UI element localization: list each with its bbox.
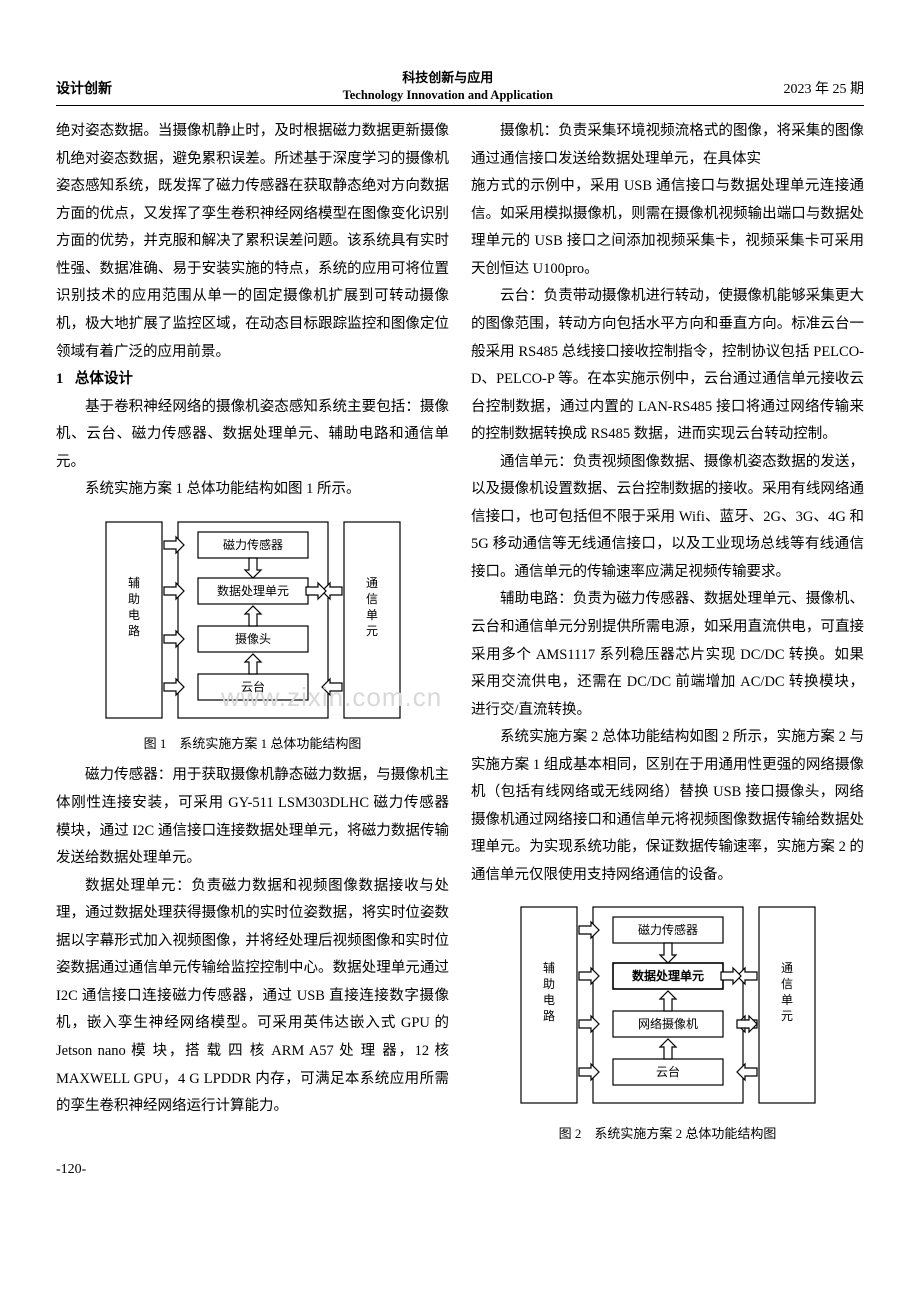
svg-text:磁力传感器: 磁力传感器 bbox=[222, 537, 282, 552]
section-heading: 1 总体设计 bbox=[56, 366, 449, 394]
svg-text:云台: 云台 bbox=[240, 679, 264, 694]
para: 摄像机：负责采集环境视频流格式的图像，将采集的图像通过通信接口发送给数据处理单元… bbox=[471, 118, 864, 173]
svg-text:元: 元 bbox=[780, 1009, 792, 1023]
para: 通信单元：负责视频图像数据、摄像机姿态数据的发送，以及摄像机设置数据、云台控制数… bbox=[471, 449, 864, 587]
journal-title-cn: 科技创新与应用 bbox=[343, 70, 553, 87]
svg-text:通: 通 bbox=[780, 961, 792, 975]
svg-text:通: 通 bbox=[365, 576, 377, 590]
figure-1-caption: 图 1 系统实施方案 1 总体功能结构图 bbox=[56, 732, 449, 757]
svg-text:单: 单 bbox=[365, 608, 377, 622]
para: 辅助电路：负责为磁力传感器、数据处理单元、摄像机、云台和通信单元分别提供所需电源… bbox=[471, 586, 864, 724]
svg-text:电: 电 bbox=[127, 608, 139, 622]
svg-text:信: 信 bbox=[365, 592, 377, 606]
svg-text:云台: 云台 bbox=[655, 1064, 679, 1079]
para: 系统实施方案 1 总体功能结构如图 1 所示。 bbox=[56, 476, 449, 504]
issue-label: 2023 年 25 期 bbox=[784, 77, 865, 104]
svg-text:数据处理单元: 数据处理单元 bbox=[631, 968, 703, 983]
para: 基于卷积神经网络的摄像机姿态感知系统主要包括：摄像机、云台、磁力传感器、数据处理… bbox=[56, 394, 449, 477]
svg-text:信: 信 bbox=[780, 977, 792, 991]
para: 绝对姿态数据。当摄像机静止时，及时根据磁力数据更新摄像机绝对姿态数据，避免累积误… bbox=[56, 118, 449, 366]
svg-text:助: 助 bbox=[127, 592, 139, 606]
svg-text:电: 电 bbox=[542, 993, 554, 1007]
figure-2: 辅助电路 通信单元 磁力传感器数据处理单元网络摄像机云台 图 2 系统实施方案 2 … bbox=[471, 899, 864, 1147]
figure-1: 辅助电路 通信单元 磁力传感器数据处理单元摄像头云台 图 1 系统实施方案 1 总体… bbox=[56, 514, 449, 757]
page-header: 设计创新 科技创新与应用 Technology Innovation and A… bbox=[56, 70, 864, 106]
page-number: -120- bbox=[56, 1157, 864, 1184]
svg-text:路: 路 bbox=[127, 623, 139, 638]
figure-2-diagram: 辅助电路 通信单元 磁力传感器数据处理单元网络摄像机云台 bbox=[513, 899, 823, 1114]
para: 云台：负责带动摄像机进行转动，使摄像机能够采集更大的图像范围，转动方向包括水平方… bbox=[471, 283, 864, 448]
journal-title-en: Technology Innovation and Application bbox=[343, 87, 553, 103]
section-label: 设计创新 bbox=[56, 77, 112, 104]
body-columns: 绝对姿态数据。当摄像机静止时，及时根据磁力数据更新摄像机绝对姿态数据，避免累积误… bbox=[56, 118, 864, 1147]
svg-text:路: 路 bbox=[542, 1008, 554, 1023]
figure-2-caption: 图 2 系统实施方案 2 总体功能结构图 bbox=[471, 1122, 864, 1147]
para: 施方式的示例中，采用 USB 通信接口与数据处理单元连接通信。如采用模拟摄像机，… bbox=[471, 173, 864, 283]
section-number: 1 bbox=[56, 371, 63, 387]
svg-text:辅: 辅 bbox=[542, 961, 554, 975]
section-title: 总体设计 bbox=[75, 371, 133, 387]
svg-text:网络摄像机: 网络摄像机 bbox=[637, 1016, 697, 1031]
para: 数据处理单元：负责磁力数据和视频图像数据接收与处理，通过数据处理获得摄像机的实时… bbox=[56, 873, 449, 1121]
para: 磁力传感器：用于获取摄像机静态磁力数据，与摄像机主体刚性连接安装，可采用 GY-… bbox=[56, 762, 449, 872]
svg-text:磁力传感器: 磁力传感器 bbox=[637, 922, 697, 937]
svg-text:辅: 辅 bbox=[127, 576, 139, 590]
svg-text:助: 助 bbox=[542, 977, 554, 991]
svg-text:数据处理单元: 数据处理单元 bbox=[216, 583, 288, 598]
svg-text:单: 单 bbox=[780, 993, 792, 1007]
figure-1-diagram: 辅助电路 通信单元 磁力传感器数据处理单元摄像头云台 bbox=[98, 514, 408, 724]
svg-text:元: 元 bbox=[365, 624, 377, 638]
svg-text:摄像头: 摄像头 bbox=[234, 631, 270, 646]
para: 系统实施方案 2 总体功能结构如图 2 所示，实施方案 2 与实施方案 1 组成… bbox=[471, 724, 864, 889]
